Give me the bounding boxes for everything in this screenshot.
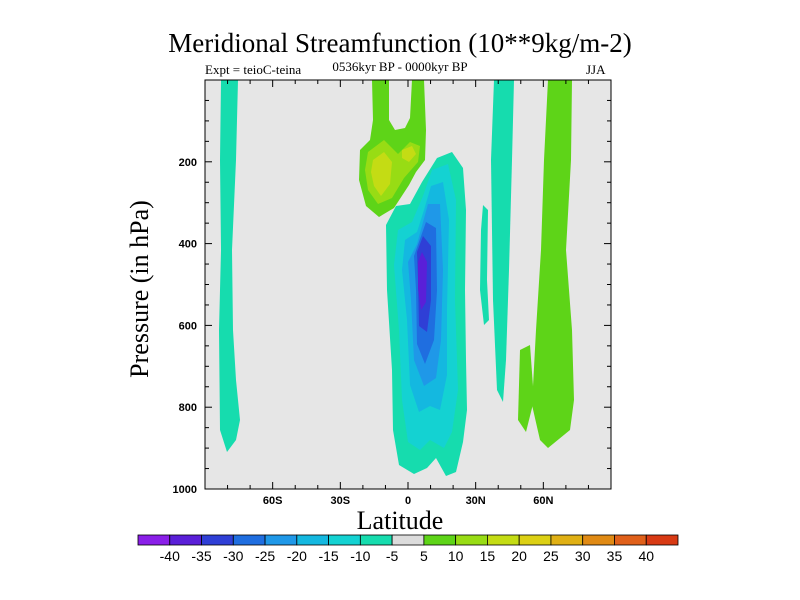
contour-positive-upper-15 [371,152,392,196]
colorbar-label: 35 [607,548,623,564]
colorbar-swatch [518,534,552,546]
contour-negative-south [219,80,240,452]
x-tick-label: 60S [263,495,283,507]
period-label: 0536kyr BP - 0000kyr BP [332,59,468,74]
colorbar-swatch [359,534,393,546]
contour-positive-60N [532,80,574,448]
colorbar-label: -15 [318,548,338,564]
colorbar-swatch [455,534,488,546]
colorbar-swatch [296,534,329,546]
colorbar-label: 20 [511,548,527,564]
colorbar-swatch [169,534,202,546]
y-ticks: 200 400 600 800 1000 [173,79,611,496]
contour-negative-30N [480,205,489,325]
colorbar-swatch [391,534,425,546]
colorbar-label: -20 [287,548,307,564]
colorbar-label: 40 [638,548,654,564]
x-axis-label: Latitude [356,506,444,535]
y-tick-label: 200 [179,157,197,169]
y-tick-label: 800 [179,402,197,414]
colorbar-swatch [582,534,615,546]
contour-neg-35 [418,252,427,310]
colorbar-label: 15 [480,548,496,564]
contour-positive-40N [518,345,534,432]
experiment-label: Expt = teioC-teina [205,62,302,77]
colorbar-swatch [264,534,298,546]
colorbar-label: 30 [575,548,591,564]
colorbar-swatch [137,534,171,546]
x-tick-label: 60N [533,495,553,507]
colorbar-swatch [328,534,361,546]
colorbar-label: 10 [448,548,464,564]
y-tick-label: 600 [179,320,197,332]
colorbar-label: -40 [160,548,180,564]
y-tick-label: 1000 [173,484,197,496]
x-ticks: 60S 30S 0 30N 60N [204,80,612,507]
colorbar-swatch [614,534,647,546]
colorbar-swatch [645,534,679,546]
colorbar-label: -35 [191,548,211,564]
contour-positive-upper-15b [402,146,416,162]
colorbar-label: -5 [386,548,399,564]
colorbar-swatch [201,534,234,546]
y-tick-label: 400 [179,239,197,251]
x-tick-label: 0 [405,495,411,507]
chart-title: Meridional Streamfunction (10**9kg/m-2) [168,28,632,58]
colorbar-label: -25 [255,548,275,564]
x-tick-label: 30S [331,495,351,507]
colorbar-swatch [487,534,520,546]
contour-fills [219,80,574,476]
colorbar: -40 -35 -30 -25 -20 -15 -10 -5 5 10 15 20 25 30 35 40 [137,534,679,564]
colorbar-label: 25 [543,548,559,564]
colorbar-swatch [232,534,266,546]
colorbar-label: -30 [223,548,243,564]
colorbar-label: -10 [350,548,370,564]
colorbar-swatch [550,534,584,546]
season-label: JJA [586,62,606,77]
contour-negative-35N [491,80,514,402]
colorbar-label: 5 [420,548,428,564]
colorbar-swatch [423,534,457,546]
x-tick-label: 30N [466,495,486,507]
